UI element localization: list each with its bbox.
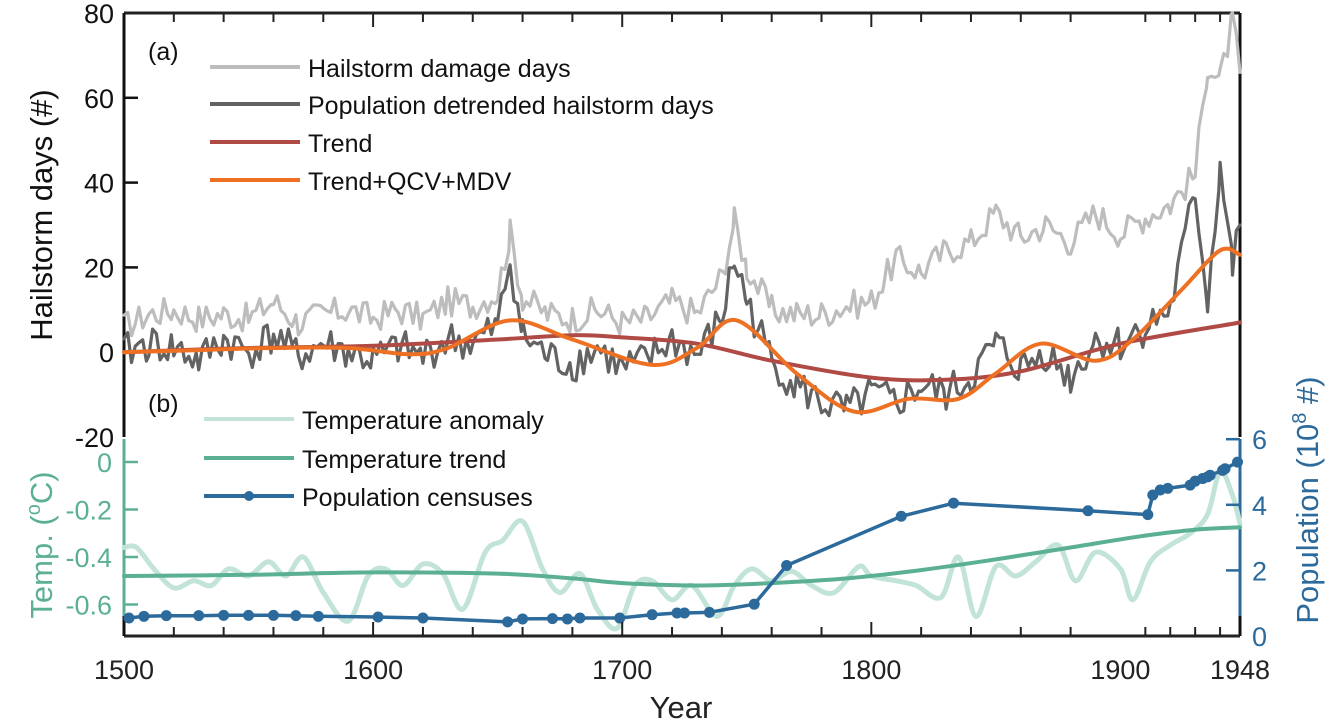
population-census-point bbox=[1204, 469, 1216, 481]
population-census-point bbox=[417, 612, 429, 624]
y-tick-label-hailstorm: -20 bbox=[75, 423, 114, 453]
population-census-point bbox=[678, 607, 690, 619]
panel-b-series bbox=[121, 456, 1244, 632]
y-tick-label-temperature: -0.4 bbox=[65, 543, 112, 573]
population-census-point bbox=[1219, 463, 1231, 475]
y-axis-title-hailstorm: Hailstorm days (#) bbox=[24, 89, 59, 341]
population-census-point bbox=[160, 610, 172, 622]
series-population-censuses bbox=[128, 460, 1239, 624]
population-census-point bbox=[290, 610, 302, 622]
population-census-point bbox=[1232, 456, 1244, 468]
population-census-point bbox=[646, 609, 658, 621]
y-axis-title-population: Population (108 #) bbox=[1289, 376, 1325, 623]
population-census-point bbox=[574, 612, 586, 624]
panel-b-label: (b) bbox=[148, 390, 179, 418]
panel-b-ticks: 0 -0.2 -0.4 -0.6 0 2 4 6 bbox=[65, 425, 1267, 652]
legend-label-temperature-anomaly: Temperature anomaly bbox=[302, 407, 544, 435]
y-tick-label-hailstorm: 0 bbox=[99, 338, 114, 368]
x-tick-label: 1700 bbox=[592, 655, 652, 685]
legend-label-trend: Trend bbox=[308, 130, 372, 158]
population-census-point bbox=[502, 616, 514, 628]
x-tick-label: 1500 bbox=[94, 655, 154, 685]
y-tick-label-hailstorm: 20 bbox=[84, 253, 114, 283]
population-census-point bbox=[193, 610, 205, 622]
y-tick-label-temperature: -0.2 bbox=[65, 496, 112, 526]
legend-label-temperature-trend: Temperature trend bbox=[302, 446, 506, 474]
population-census-point bbox=[948, 497, 960, 509]
y-tick-label-population: 6 bbox=[1252, 425, 1267, 455]
population-census-point bbox=[517, 613, 529, 625]
panel-a-frame bbox=[122, 11, 1242, 437]
y-axis-title-temperature: Temp. (oC) bbox=[23, 471, 59, 618]
legend-label-trend-qcv-mdv: Trend+QCV+MDV bbox=[308, 168, 512, 196]
x-tick-label: 1600 bbox=[343, 655, 403, 685]
panel-a-label: (a) bbox=[148, 38, 179, 66]
series-temperature-trend bbox=[122, 525, 1242, 588]
legend-label-hailstorm-damage: Hailstorm damage days bbox=[308, 55, 571, 83]
legend-panel-a: Hailstorm damage days Population detrend… bbox=[210, 55, 714, 196]
population-census-point bbox=[895, 510, 907, 522]
population-census-point bbox=[138, 610, 150, 622]
population-census-point bbox=[1162, 482, 1174, 494]
x-axis-title: Year bbox=[650, 690, 713, 724]
population-census-point bbox=[748, 598, 760, 610]
population-census-point bbox=[781, 559, 793, 571]
y-tick-label-hailstorm: 80 bbox=[84, 0, 114, 29]
series-population-detrended bbox=[122, 160, 1242, 418]
legend-label-population-detrended: Population detrended hailstorm days bbox=[308, 92, 714, 120]
y-tick-label-hailstorm: 60 bbox=[84, 84, 114, 114]
panel-a-series bbox=[122, 11, 1242, 418]
population-census-point bbox=[267, 609, 279, 621]
y-tick-label-population: 2 bbox=[1252, 556, 1267, 586]
y-tick-label-temperature: -0.6 bbox=[65, 591, 112, 621]
population-census-point bbox=[218, 609, 230, 621]
population-census-point bbox=[1082, 505, 1094, 517]
population-census-point bbox=[561, 613, 573, 625]
population-census-point bbox=[312, 610, 324, 622]
panel-a-y-ticks: 80 60 40 20 0 -20 bbox=[75, 0, 138, 453]
series-temperature-anomaly bbox=[121, 468, 1243, 632]
population-census-point bbox=[1142, 509, 1154, 521]
population-census-point bbox=[546, 613, 558, 625]
population-census-point bbox=[243, 609, 255, 621]
y-tick-label-population: 4 bbox=[1252, 491, 1267, 521]
x-tick-label: 1800 bbox=[841, 655, 901, 685]
y-tick-label-hailstorm: 40 bbox=[84, 169, 114, 199]
legend-marker-population-censuses bbox=[244, 491, 254, 501]
panel-b-frame bbox=[122, 439, 1242, 638]
legend-panel-b: Temperature anomaly Temperature trend Po… bbox=[204, 407, 544, 512]
population-census-point bbox=[372, 611, 384, 623]
population-census-point bbox=[614, 612, 626, 624]
x-tick-label: 1900 bbox=[1090, 655, 1150, 685]
x-tick-label: 1948 bbox=[1210, 655, 1270, 685]
population-census-point bbox=[123, 612, 135, 624]
series-hailstorm-damage-days bbox=[122, 11, 1242, 338]
legend-label-population-censuses: Population censuses bbox=[302, 484, 533, 512]
y-tick-label-temperature: 0 bbox=[97, 448, 112, 478]
y-tick-label-population: 0 bbox=[1252, 622, 1267, 652]
series-trend-qcv-mdv bbox=[122, 246, 1242, 415]
x-axis-ticks: 1500 1600 1700 1800 1900 1948 bbox=[94, 622, 1270, 685]
population-census-point bbox=[703, 606, 715, 618]
